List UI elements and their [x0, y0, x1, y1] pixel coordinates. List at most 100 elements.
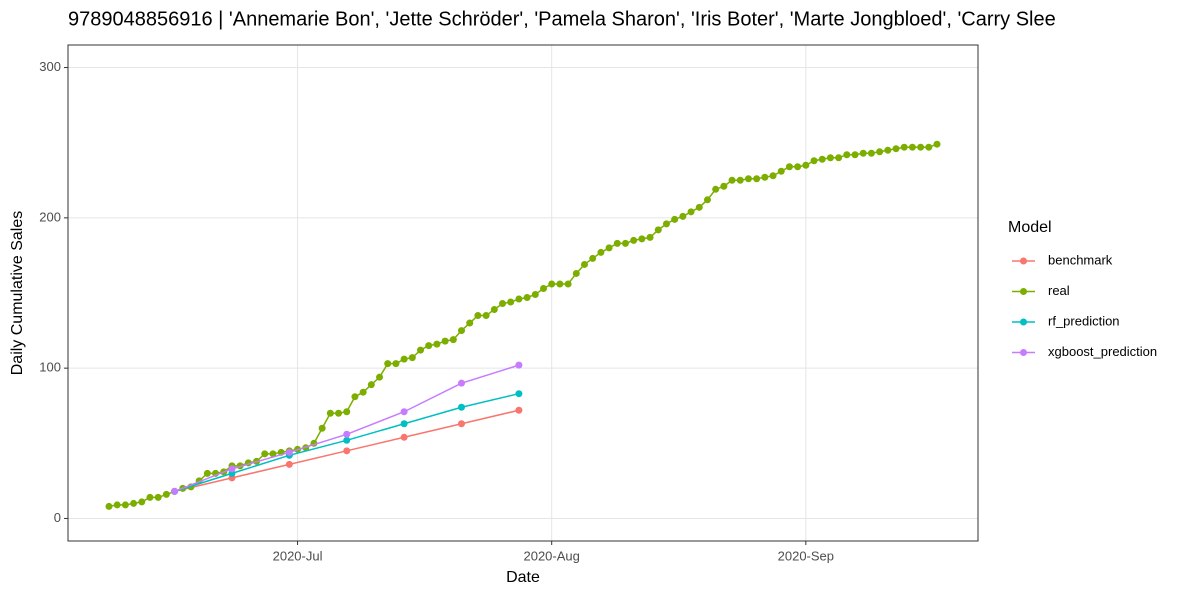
- data-point: [900, 143, 908, 151]
- data-point: [376, 373, 384, 381]
- data-point: [400, 408, 408, 416]
- data-point: [228, 465, 236, 473]
- data-point: [408, 354, 416, 362]
- data-point: [761, 173, 769, 181]
- data-point: [859, 149, 867, 157]
- data-point: [162, 490, 170, 498]
- data-point: [433, 340, 441, 348]
- y-tick-label: 0: [54, 510, 61, 525]
- data-point: [466, 319, 474, 327]
- data-point: [171, 487, 179, 495]
- data-point: [474, 312, 482, 320]
- y-tick-label: 200: [39, 209, 61, 224]
- data-point: [728, 176, 736, 184]
- data-point: [597, 248, 605, 256]
- data-point: [646, 233, 654, 241]
- data-point: [203, 469, 211, 477]
- data-point: [917, 143, 925, 151]
- chart-title: 9789048856916 | 'Annemarie Bon', 'Jette …: [68, 8, 1056, 30]
- data-point: [269, 450, 277, 458]
- data-point: [933, 140, 941, 148]
- legend-label: xgboost_prediction: [1048, 344, 1157, 359]
- data-point: [441, 337, 449, 345]
- data-point: [400, 420, 408, 428]
- data-point: [810, 157, 818, 165]
- data-point: [564, 280, 572, 288]
- data-point: [121, 501, 129, 509]
- data-point: [507, 298, 515, 306]
- data-point: [367, 381, 375, 389]
- data-point: [753, 175, 761, 183]
- data-point: [712, 185, 720, 193]
- x-axis-label: Date: [506, 569, 540, 586]
- data-point: [458, 327, 466, 335]
- data-point: [417, 346, 425, 354]
- data-point: [884, 146, 892, 154]
- data-point: [679, 212, 687, 220]
- data-point: [384, 360, 392, 368]
- data-point: [794, 163, 802, 171]
- data-point: [736, 176, 744, 184]
- data-point: [154, 493, 162, 501]
- data-point: [515, 406, 523, 414]
- data-point: [359, 388, 367, 396]
- data-point: [458, 403, 466, 411]
- data-point: [925, 143, 933, 151]
- data-point: [695, 203, 703, 211]
- data-point: [113, 501, 121, 509]
- data-point: [835, 154, 843, 162]
- data-point: [687, 208, 695, 216]
- data-point: [720, 182, 728, 190]
- data-point: [515, 390, 523, 398]
- data-point: [851, 151, 859, 159]
- data-point: [335, 409, 343, 417]
- data-point: [638, 235, 646, 243]
- data-point: [261, 450, 269, 458]
- data-point: [458, 379, 466, 387]
- data-point: [482, 312, 490, 320]
- y-tick-label: 300: [39, 59, 61, 74]
- data-point: [515, 361, 523, 369]
- data-point: [343, 408, 351, 416]
- data-point: [318, 424, 326, 432]
- data-point: [351, 393, 359, 401]
- plot-border: [67, 44, 979, 542]
- data-point: [802, 161, 810, 169]
- y-tick-label: 100: [39, 360, 61, 375]
- data-point: [343, 436, 351, 444]
- data-point: [458, 420, 466, 428]
- data-point: [523, 294, 531, 302]
- data-point: [531, 291, 539, 299]
- legend-label: rf_prediction: [1048, 313, 1120, 328]
- data-point: [826, 154, 834, 162]
- data-point: [400, 355, 408, 363]
- legend-key-point: [1020, 288, 1027, 295]
- data-point: [490, 306, 498, 314]
- data-point: [843, 151, 851, 159]
- data-point: [130, 499, 138, 507]
- data-point: [548, 280, 556, 288]
- data-point: [400, 433, 408, 441]
- data-point: [392, 360, 400, 368]
- data-point: [630, 236, 638, 244]
- data-point: [499, 300, 507, 308]
- legend-key-point: [1020, 349, 1027, 356]
- data-point: [580, 260, 588, 268]
- data-point: [515, 295, 523, 303]
- data-point: [867, 149, 875, 157]
- data-point: [343, 447, 351, 455]
- data-point: [138, 498, 146, 506]
- data-point: [818, 155, 826, 163]
- data-point: [343, 430, 351, 438]
- data-point: [744, 175, 752, 183]
- data-point: [662, 220, 670, 228]
- data-point: [425, 342, 433, 350]
- x-tick-label: 2020-Aug: [523, 548, 579, 563]
- data-point: [449, 336, 457, 344]
- legend-label: real: [1048, 283, 1070, 298]
- data-point: [654, 226, 662, 234]
- data-point: [146, 493, 154, 501]
- data-point: [613, 239, 621, 247]
- data-point: [589, 254, 597, 262]
